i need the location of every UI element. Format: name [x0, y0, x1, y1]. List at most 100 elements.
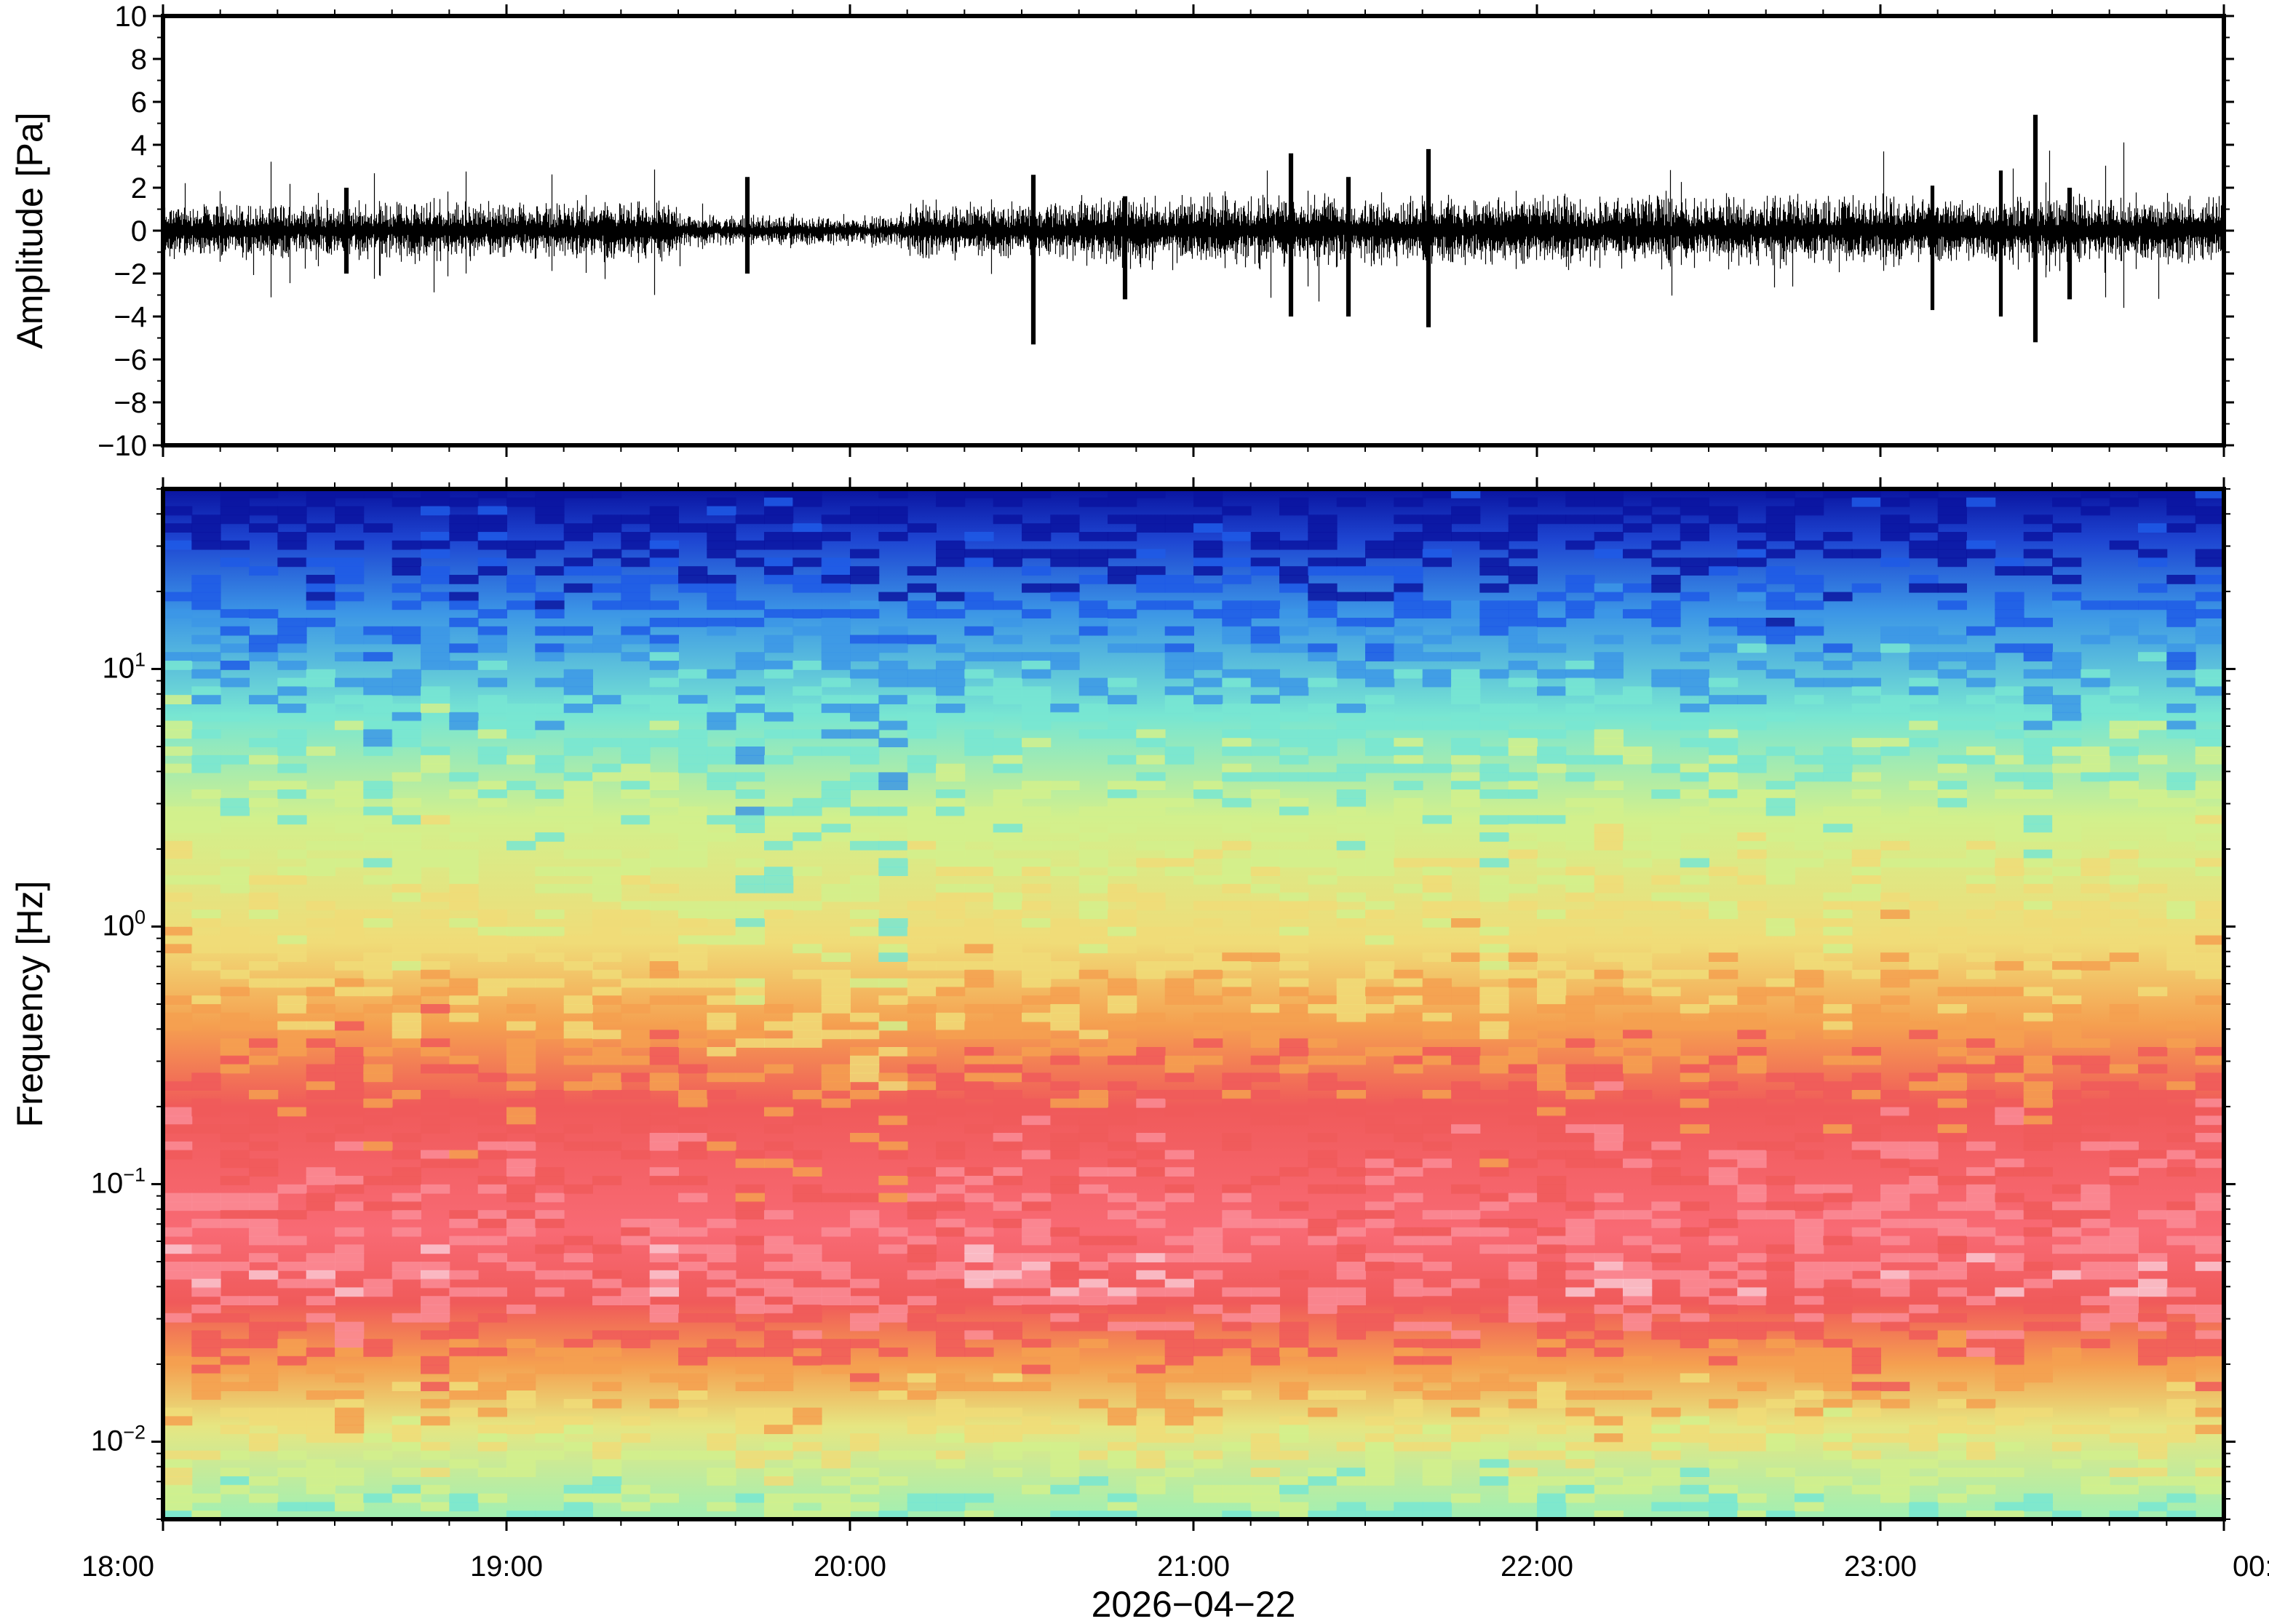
- spectrogram-cell: [2052, 1219, 2082, 1228]
- spectrogram-cell: [1594, 1348, 1624, 1357]
- spectrogram-cell: [335, 1047, 365, 1056]
- spectrogram-cell: [678, 669, 708, 679]
- spectrogram-cell: [1451, 772, 1481, 782]
- spectrogram-cell: [621, 626, 651, 636]
- spectrogram-cell: [2166, 1476, 2196, 1486]
- spectrogram-cell: [1709, 1502, 1738, 1512]
- spectrogram-cell: [764, 1004, 794, 1014]
- spectrogram-cell: [449, 832, 479, 842]
- spectrogram-cell: [649, 634, 679, 645]
- spectrogram-cell: [2166, 575, 2196, 584]
- spectrogram-cell: [1279, 738, 1309, 747]
- spectrogram-cell: [1795, 1407, 1824, 1417]
- spectrogram-cell: [936, 858, 966, 868]
- spectrogram-cell: [335, 1468, 365, 1477]
- spectrogram-cell: [191, 789, 221, 799]
- spectrogram-cell: [1451, 652, 1481, 661]
- spectrogram-cell: [535, 626, 565, 636]
- spectrogram-cell: [163, 729, 193, 739]
- spectrogram-cell: [1394, 583, 1423, 593]
- spectrogram-cell: [735, 1150, 765, 1160]
- spectrogram-cell: [421, 1416, 450, 1426]
- spectrogram-cell: [592, 969, 622, 979]
- spectrogram-cell: [1995, 704, 2024, 713]
- spectrogram-cell: [1136, 1433, 1166, 1443]
- spectrogram-cell: [2023, 514, 2053, 525]
- spectrogram-cell: [2138, 1339, 2168, 1348]
- spectrogram-cell: [1651, 901, 1681, 911]
- spectrogram-cell: [850, 1364, 880, 1374]
- spectrogram-cell: [592, 875, 622, 885]
- spectrogram-cell: [1966, 1090, 1996, 1099]
- spectrogram-cell: [220, 1012, 250, 1022]
- spectrogram-cell: [1451, 1425, 1481, 1434]
- spectrogram-cell: [363, 686, 393, 696]
- spectrogram-cell: [964, 1270, 994, 1280]
- spectrogram-cell: [249, 1227, 279, 1237]
- spectrogram-cell: [506, 540, 536, 550]
- spectrogram-cell: [477, 1176, 507, 1185]
- spectrogram-cell: [1108, 1193, 1137, 1203]
- spectrogram-cell: [1795, 1262, 1824, 1271]
- spectrogram-cell: [2195, 669, 2224, 679]
- spectrogram-cell: [592, 1468, 622, 1477]
- spectrogram-cell: [1422, 1012, 1452, 1022]
- spectrogram-cell: [1193, 1450, 1223, 1460]
- spectrogram-cell: [1451, 747, 1481, 756]
- spectrogram-cell: [1222, 575, 1252, 584]
- spectrogram-cell: [1250, 557, 1280, 568]
- spectrogram-cell: [1164, 1450, 1194, 1460]
- spectrogram-cell: [1909, 1253, 1939, 1262]
- spectrogram-cell: [2166, 1038, 2196, 1048]
- spectrogram-cell: [335, 1184, 365, 1194]
- spectrogram-cell: [1765, 1356, 1795, 1366]
- spectrogram-cell: [220, 867, 250, 876]
- spectrogram-cell: [1537, 618, 1567, 627]
- spectrogram-cell: [306, 1390, 335, 1400]
- spectrogram-cell: [1937, 1262, 1967, 1271]
- spectrogram-cell: [2166, 1081, 2196, 1091]
- spectrogram-cell: [1279, 1064, 1309, 1074]
- spectrogram-cell: [1394, 781, 1423, 790]
- spectrogram-cell: [1737, 626, 1767, 636]
- spectrogram-cell: [621, 652, 651, 661]
- spectrogram-cell: [563, 1510, 593, 1519]
- spectrogram-cell: [477, 557, 507, 568]
- spectrogram-cell: [1565, 1459, 1595, 1469]
- spectrogram-cell: [1823, 918, 1853, 928]
- spectrogram-cell: [2081, 506, 2110, 516]
- spectrogram-cell: [1336, 1287, 1366, 1297]
- spectrogram-cell: [1479, 566, 1509, 576]
- spectrogram-cell: [907, 1364, 937, 1374]
- spectrogram-cell: [2195, 1407, 2224, 1417]
- spectrogram-cell: [2023, 532, 2053, 541]
- spectrogram-cell: [2109, 1004, 2139, 1014]
- spectrogram-cell: [563, 1484, 593, 1494]
- spectrogram-cell: [1795, 1184, 1824, 1194]
- spectrogram-cell: [1795, 961, 1824, 971]
- spectrogram-cell: [1050, 1287, 1080, 1297]
- spectrogram-cell: [163, 1081, 193, 1091]
- spectrogram-cell: [1565, 1321, 1595, 1332]
- spectrogram-cell: [907, 926, 937, 936]
- spectrogram-cell: [1880, 1287, 1910, 1297]
- spectrogram-cell: [335, 926, 365, 936]
- spectrogram-cell: [277, 686, 307, 696]
- spectrogram-cell: [421, 1064, 450, 1074]
- spectrogram-cell: [392, 1210, 421, 1219]
- spectrogram-cell: [1136, 1150, 1166, 1160]
- spectrogram-cell: [1880, 523, 1910, 533]
- spectrogram-cell: [1336, 1476, 1366, 1486]
- spectrogram-cell: [1078, 1184, 1108, 1194]
- spectrogram-cell: [335, 1012, 365, 1022]
- spectrogram-cell: [335, 797, 365, 808]
- spectrogram-cell: [220, 661, 250, 670]
- spectrogram-cell: [2166, 1493, 2196, 1503]
- spectrogram-cell: [1365, 1201, 1395, 1211]
- spectrogram-cell: [850, 875, 880, 885]
- spectrogram-cell: [1394, 652, 1423, 661]
- spectrogram-cell: [735, 557, 765, 568]
- spectrogram-cell: [1050, 1313, 1080, 1323]
- spectrogram-cell: [964, 824, 994, 833]
- spectrogram-cell: [1250, 1219, 1280, 1228]
